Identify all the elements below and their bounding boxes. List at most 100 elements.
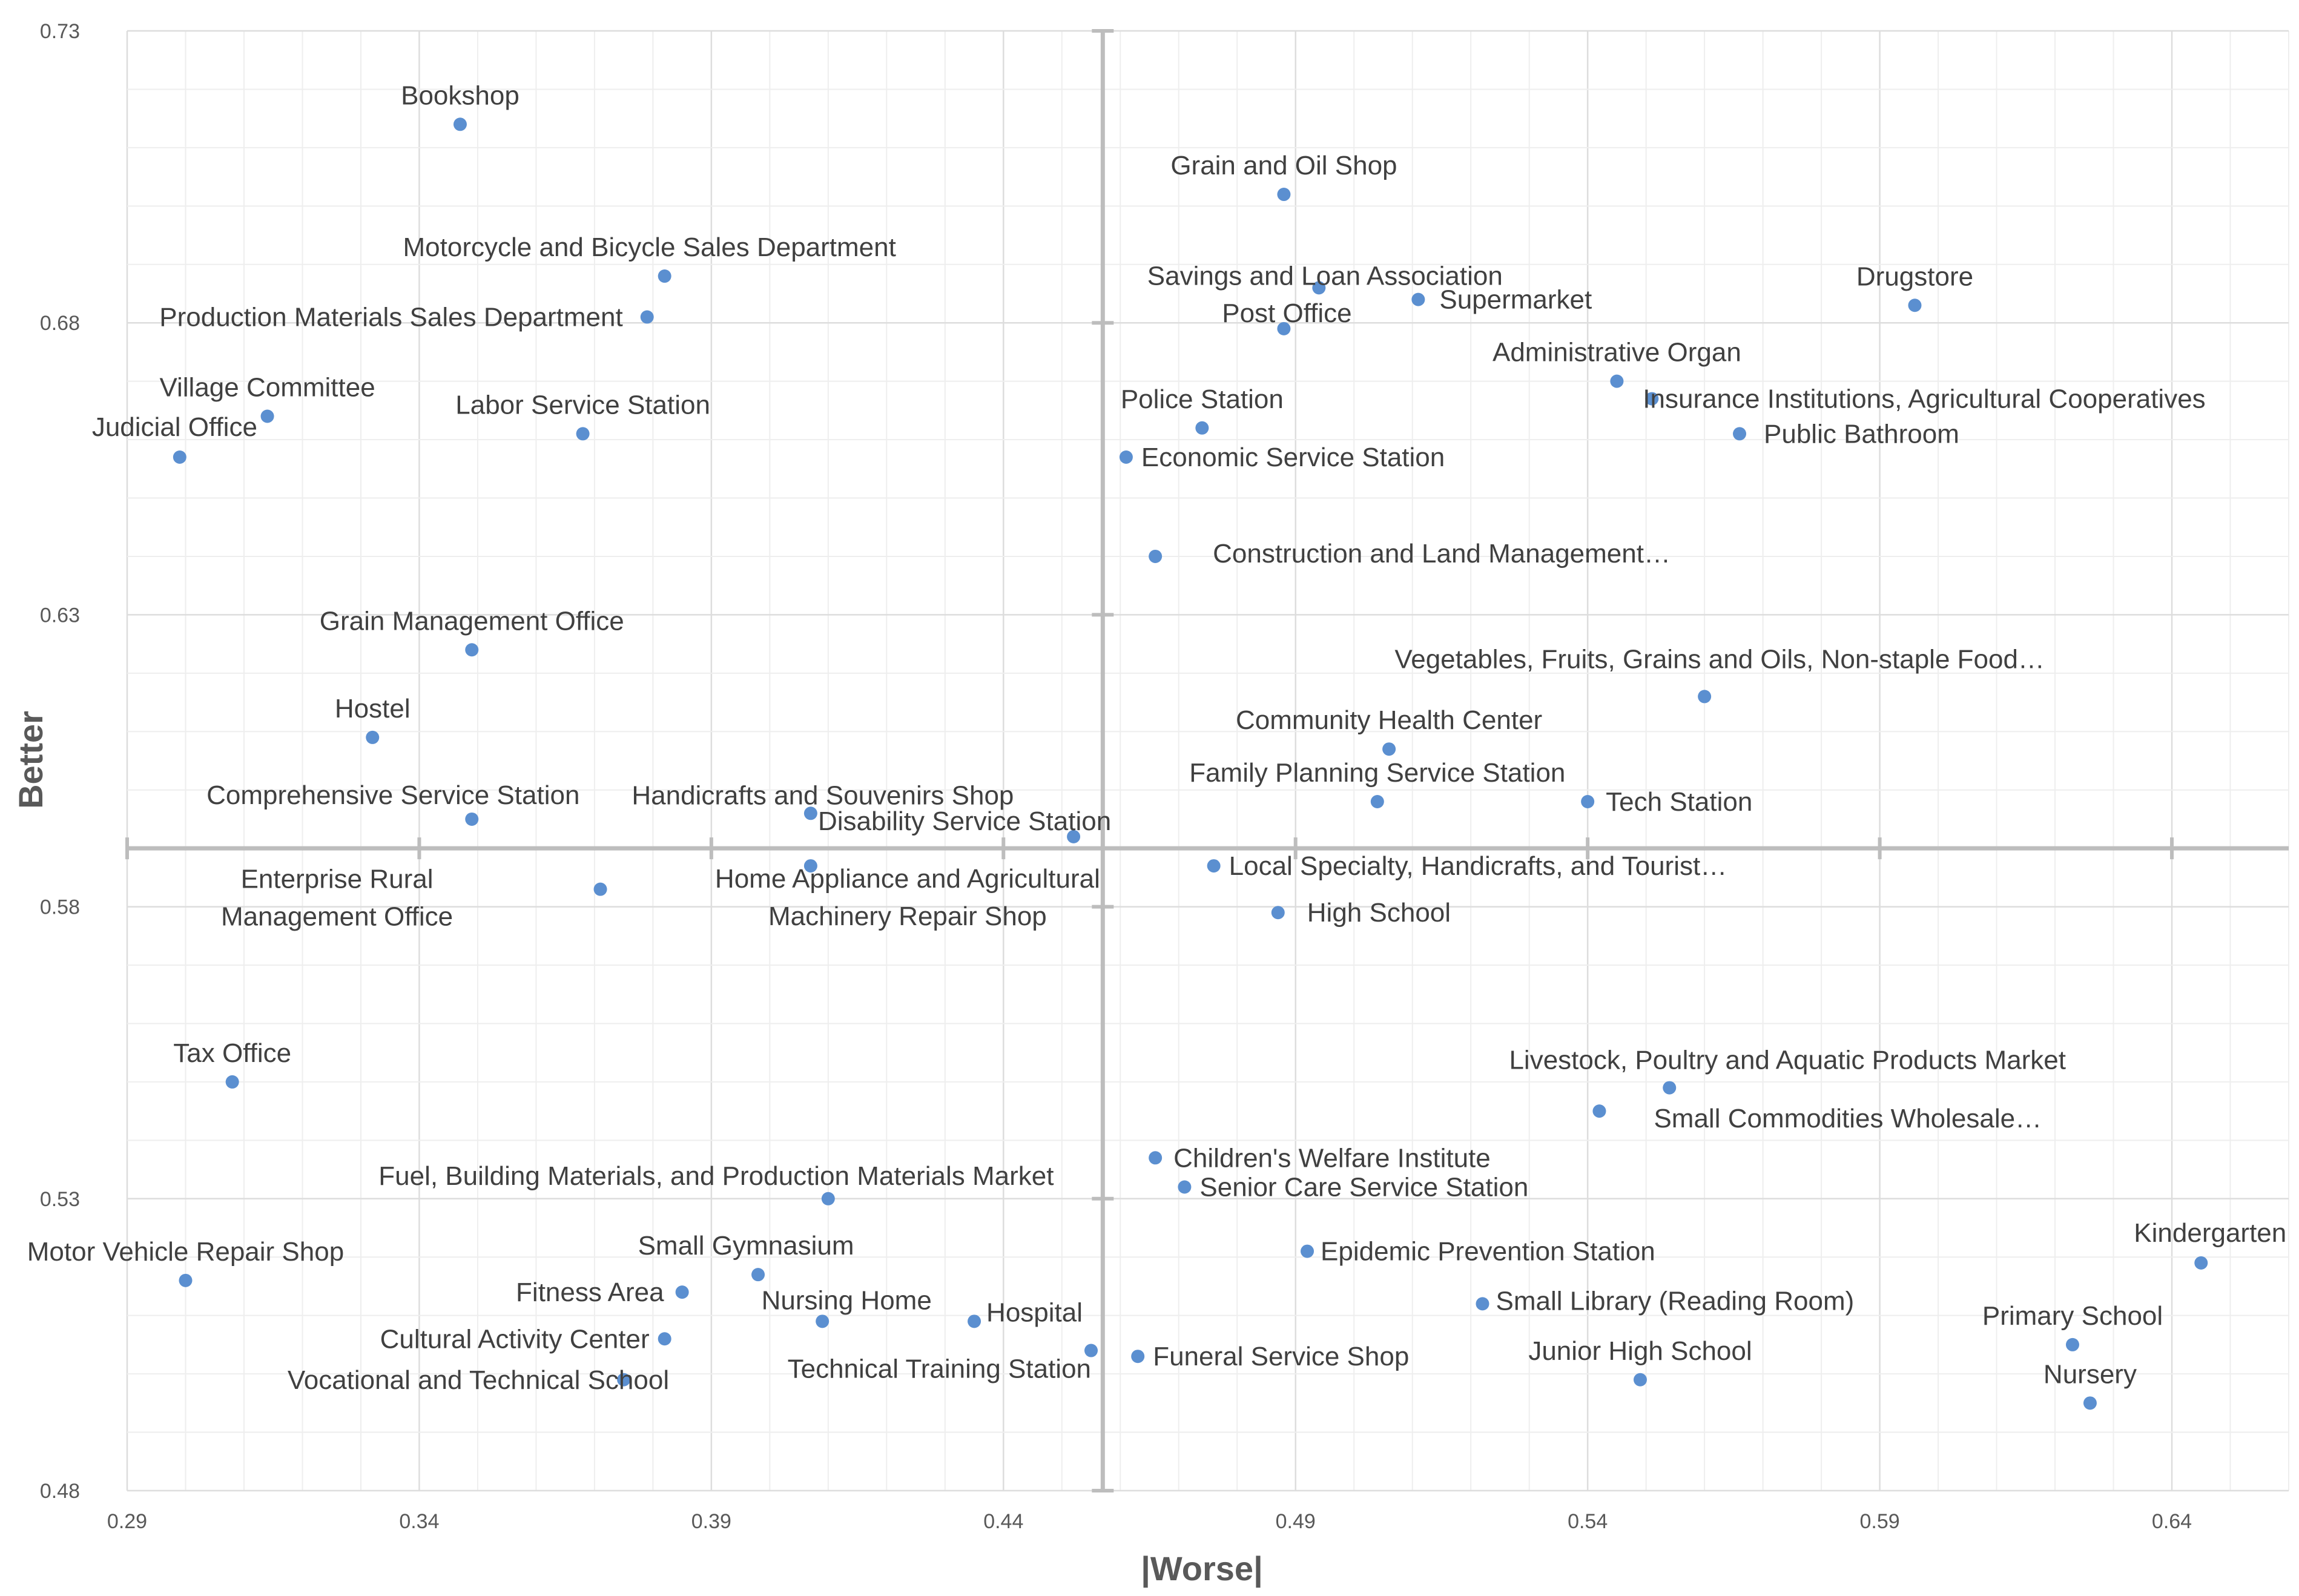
data-point <box>1411 292 1425 306</box>
data-point <box>1131 1350 1145 1364</box>
data-point <box>675 1285 689 1299</box>
point-label-line: Home Appliance and Agricultural <box>715 864 1100 894</box>
point-label: Small Gymnasium <box>638 1231 854 1261</box>
point-label: High School <box>1307 898 1451 928</box>
point-label: Economic Service Station <box>1141 443 1445 472</box>
data-point <box>1277 188 1291 202</box>
point-label: Construction and Land Management… <box>1213 539 1671 569</box>
x-axis-title: |Worse| <box>1141 1549 1262 1588</box>
point-label: Home Appliance and Agricultural Machinery… <box>715 864 1100 931</box>
point-label: Tech Station <box>1606 787 1752 817</box>
data-point <box>1149 549 1163 563</box>
point-label: Junior High School <box>1528 1336 1752 1366</box>
point-label: Handicrafts and Souvenirs Shop <box>632 780 1014 810</box>
point-label: Labor Service Station <box>455 390 710 420</box>
data-point <box>1476 1297 1489 1311</box>
point-label: Kindergarten <box>2134 1218 2286 1248</box>
data-point <box>1312 281 1326 295</box>
point-label: Small Library (Reading Room) <box>1496 1286 1854 1316</box>
quadrant-axes <box>125 29 2289 1492</box>
x-tick-label: 0.39 <box>691 1510 731 1533</box>
point-label: Vocational and Technical School <box>288 1365 669 1395</box>
x-tick-label: 0.34 <box>399 1510 439 1533</box>
data-point <box>617 1373 631 1387</box>
point-label: Small Commodities Wholesale… <box>1654 1104 2042 1133</box>
data-point <box>1382 742 1396 756</box>
data-point <box>821 1192 835 1205</box>
x-tick-label: 0.59 <box>1860 1510 1900 1533</box>
data-point <box>260 409 274 423</box>
point-label: Motorcycle and Bicycle Sales Department <box>403 232 896 262</box>
point-label: Children's Welfare Institute <box>1173 1143 1491 1173</box>
point-label: Grain and Oil Shop <box>1170 151 1397 180</box>
data-point <box>640 310 654 324</box>
data-point <box>453 117 467 131</box>
point-label: Public Bathroom <box>1764 419 1959 449</box>
data-point <box>1277 322 1291 335</box>
point-label: Hostel <box>335 694 411 724</box>
point-label: Comprehensive Service Station <box>206 780 579 810</box>
point-label: Motor Vehicle Repair Shop <box>27 1237 344 1267</box>
y-tick-label: 0.48 <box>40 1480 80 1503</box>
point-label: Epidemic Prevention Station <box>1321 1237 1655 1267</box>
data-point <box>1610 374 1624 388</box>
point-label: Technical Training Station <box>788 1354 1091 1384</box>
point-label-line: Management Office <box>221 902 453 932</box>
data-point <box>366 730 380 744</box>
data-point <box>803 859 817 873</box>
point-label: Senior Care Service Station <box>1199 1173 1528 1202</box>
data-point <box>1645 392 1659 406</box>
point-label: Savings and Loan Association <box>1147 261 1503 291</box>
point-label: Fitness Area <box>516 1278 664 1307</box>
data-point <box>1149 1151 1163 1165</box>
data-point <box>2194 1256 2208 1270</box>
point-label: Primary School <box>1982 1301 2163 1331</box>
data-point <box>1733 427 1747 441</box>
data-point <box>1301 1244 1314 1258</box>
point-label: Enterprise Rural Management Office <box>221 865 453 932</box>
x-tick-label: 0.29 <box>107 1510 147 1533</box>
data-point <box>2083 1396 2097 1410</box>
point-label-line: Machinery Repair Shop <box>768 902 1047 931</box>
data-point <box>658 1332 671 1346</box>
point-label: Community Health Center <box>1236 705 1542 735</box>
point-label: Nursery <box>2043 1359 2137 1389</box>
y-axis-title: Better <box>12 711 50 809</box>
point-label: Judicial Office <box>92 412 257 442</box>
data-point <box>1067 829 1081 843</box>
data-point <box>1178 1180 1192 1194</box>
point-label: Cultural Activity Center <box>380 1324 650 1354</box>
point-label: Post Office <box>1222 298 1351 328</box>
data-point <box>1271 906 1285 920</box>
point-label: Nursing Home <box>762 1285 932 1315</box>
data-point <box>225 1075 239 1089</box>
x-tick-label: 0.44 <box>983 1510 1023 1533</box>
point-label: Local Specialty, Handicrafts, and Touris… <box>1229 851 1727 881</box>
data-point <box>1634 1373 1647 1387</box>
point-label: Disability Service Station <box>818 806 1111 836</box>
data-point <box>1119 450 1133 464</box>
data-point <box>179 1273 193 1287</box>
data-point <box>816 1314 830 1328</box>
point-label: Livestock, Poultry and Aquatic Products … <box>1509 1046 2066 1075</box>
data-point <box>1207 859 1221 873</box>
point-label: Production Materials Sales Department <box>159 303 622 332</box>
data-point <box>658 269 671 283</box>
point-label: Insurance Institutions, Agricultural Coo… <box>1643 384 2205 414</box>
x-tick-label: 0.49 <box>1276 1510 1316 1533</box>
data-point <box>2066 1337 2079 1351</box>
y-tick-label: 0.58 <box>40 896 80 919</box>
tick-labels: 0.29 0.34 0.39 0.44 0.49 0.54 0.59 0.64 0.48 0.53… <box>40 20 2192 1533</box>
data-point <box>803 806 817 820</box>
y-tick-label: 0.53 <box>40 1188 80 1211</box>
data-point <box>1592 1104 1606 1118</box>
point-label: Village Committee <box>159 373 375 403</box>
point-label: Supermarket <box>1439 285 1592 315</box>
data-points <box>173 117 2208 1410</box>
data-point <box>465 643 479 657</box>
y-tick-label: 0.73 <box>40 20 80 43</box>
point-label: Vegetables, Fruits, Grains and Oils, Non… <box>1394 644 2045 674</box>
data-point <box>1581 795 1595 809</box>
data-point <box>1084 1344 1098 1357</box>
